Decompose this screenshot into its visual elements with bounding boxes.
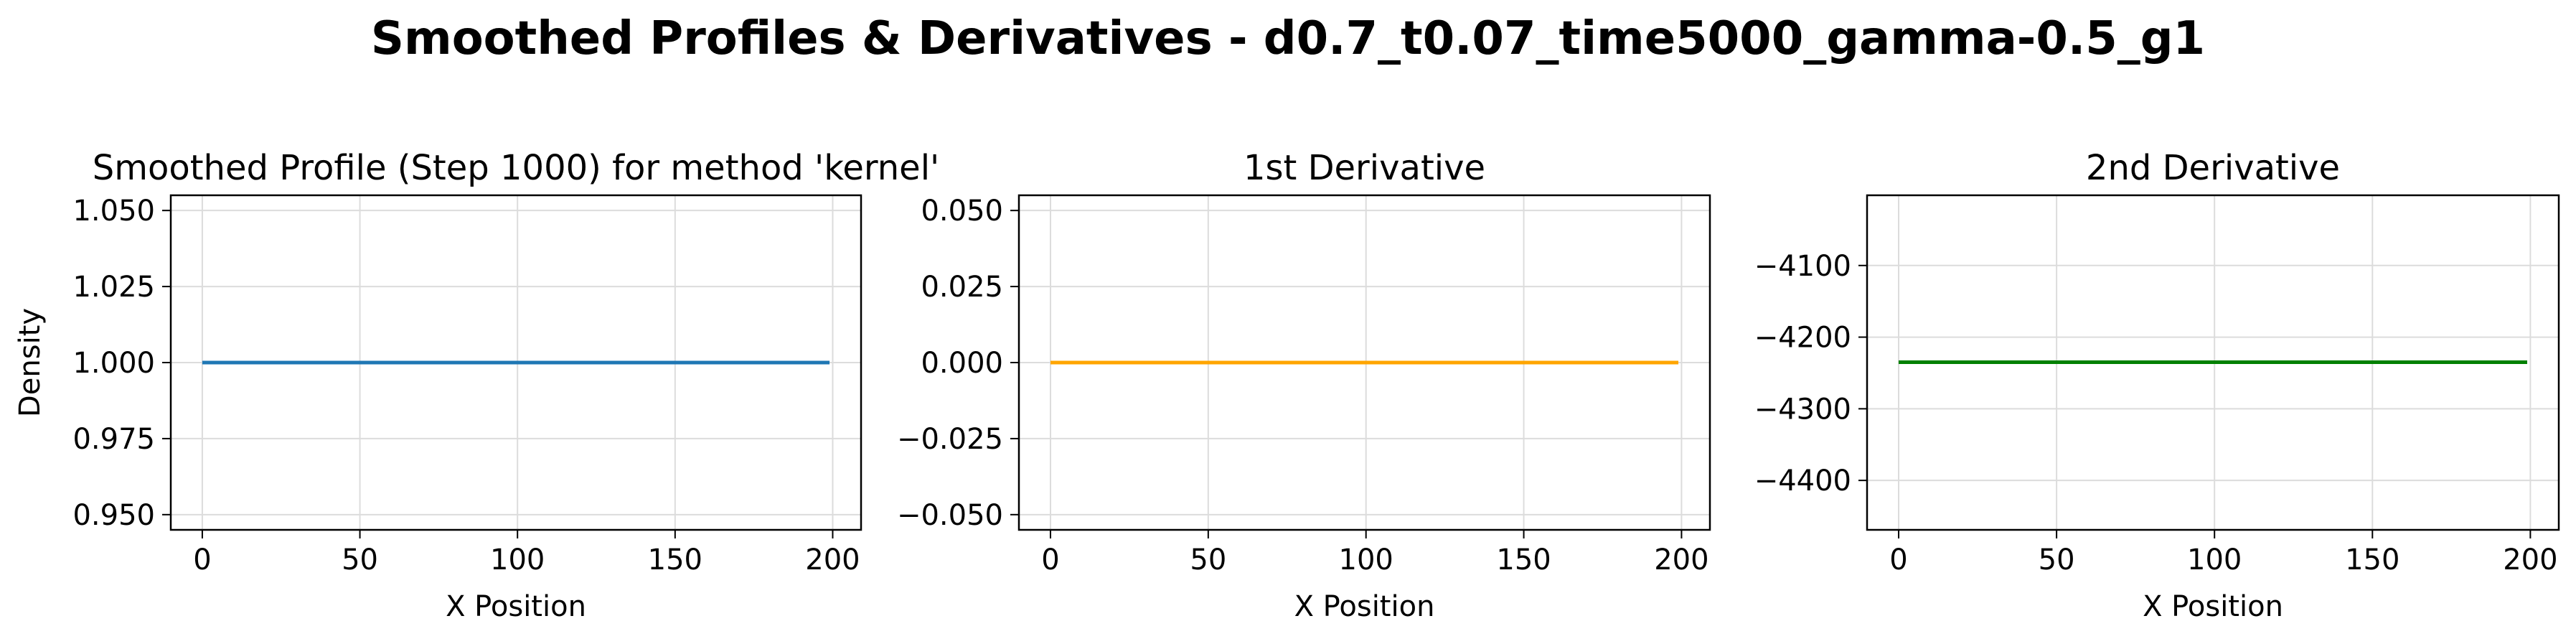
x-axis-label: X Position [2143,590,2283,623]
y-tick-label-4: 1.050 [72,195,155,228]
x-tick-label-0: 0 [193,543,211,577]
y-tick-label-2: 1.000 [72,347,155,380]
y-tick-label-1: 0.975 [72,423,155,456]
y-tick-label-0: −4100 [1754,250,1851,283]
x-tick-label-2: 100 [1339,543,1393,577]
x-axis-label: X Position [1294,590,1435,623]
x-tick-label-1: 50 [342,543,378,577]
x-tick-label-2: 100 [490,543,545,577]
x-tick-label-4: 200 [2503,543,2557,577]
y-tick-label-2: 0.000 [921,347,1003,380]
chart-panel-1: 0 50 100 150 200 0.950 0.975 1.000 1.025 1.050 Smo… [14,148,939,623]
y-tick-label-0: −0.050 [897,499,1003,532]
chart-title: Smoothed Profile (Step 1000) for method … [93,148,939,188]
y-tick-label-3: −4400 [1754,465,1851,498]
x-tick-label-0: 0 [1889,543,1907,577]
chart-panel-3: 0 50 100 150 200 −4100 −4200 −4300 −4400 2nd Deri… [1754,148,2560,623]
figure-suptitle: Smoothed Profiles & Derivatives - d0.7_t… [371,12,2205,65]
x-tick-label-0: 0 [1041,543,1059,577]
x-tick-label-4: 200 [1654,543,1708,577]
y-tick-label-1: −4200 [1754,322,1851,355]
chart-title: 1st Derivative [1244,148,1485,188]
y-tick-label-1: −0.025 [897,423,1003,456]
axes-frame [1866,194,2560,531]
y-tick-label-4: 0.050 [921,195,1003,228]
chart-panel-2: 0 50 100 150 200 −0.050 −0.025 0.000 0.025 0.050 1… [897,148,1711,623]
y-tick-label-3: 1.025 [72,271,155,304]
x-tick-label-3: 150 [648,543,702,577]
x-axis-label: X Position [446,590,586,623]
x-tick-label-3: 150 [1496,543,1551,577]
y-tick-label-3: 0.025 [921,271,1003,304]
x-tick-label-1: 50 [1190,543,1226,577]
y-tick-label-0: 0.950 [72,499,155,532]
x-tick-label-4: 200 [805,543,860,577]
x-tick-label-2: 100 [2187,543,2242,577]
chart-title: 2nd Derivative [2086,148,2340,188]
x-tick-label-1: 50 [2039,543,2075,577]
y-axis-label: Density [14,308,47,417]
x-tick-label-3: 150 [2345,543,2399,577]
y-tick-label-2: −4300 [1754,393,1851,426]
